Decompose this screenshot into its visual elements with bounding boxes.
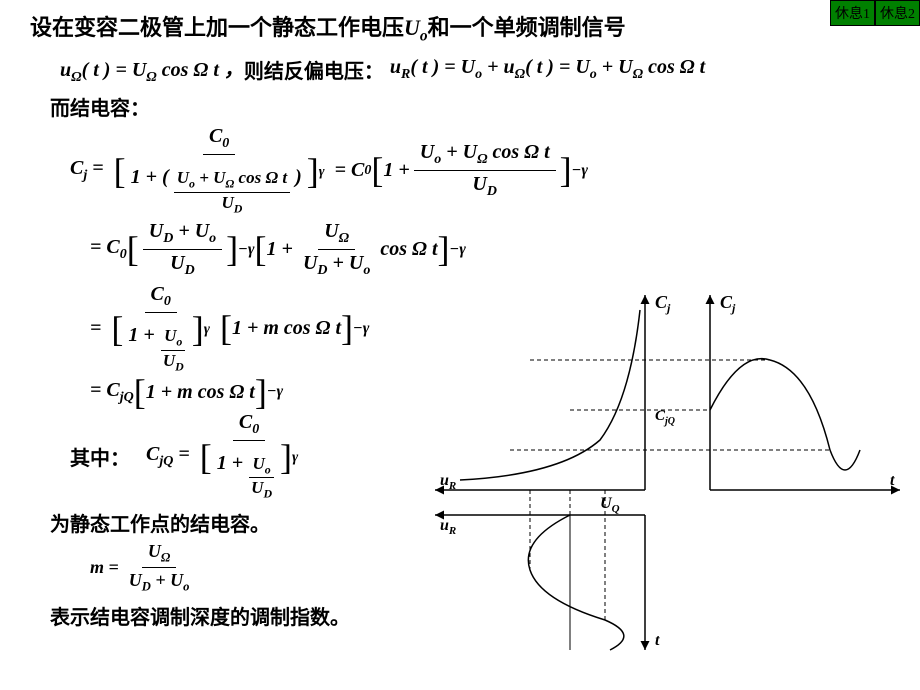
rest2-button[interactable]: 休息2	[875, 0, 920, 26]
text-reverse-bias: 则结反偏电压：	[244, 55, 384, 84]
svg-text:CjQ: CjQ	[655, 408, 675, 427]
cj-ur-diagram: Cj Cj uR t UQ CjQ uR t	[430, 290, 910, 660]
svg-text:uR: uR	[440, 517, 456, 537]
svg-text:UQ: UQ	[600, 495, 620, 515]
svg-text:Cj: Cj	[720, 292, 736, 315]
svg-text:t: t	[655, 632, 660, 649]
intro-text-b: 和一个单频调制信号	[428, 15, 626, 40]
equation-u-omega: uΩ( t ) = UΩ cos Ω t ， 则结反偏电压： uR( t ) =…	[60, 53, 900, 86]
svg-text:uR: uR	[440, 472, 456, 492]
intro-line: 设在变容二极管上加一个静态工作电压Uo和一个单频调制信号	[30, 10, 900, 45]
text-junction-cap: 而结电容：	[50, 92, 900, 121]
equation-cj-main: Cj = C0 [ 1 + ( Uo + UΩ cos Ω t UD ) ]γ …	[70, 125, 900, 216]
rest1-button[interactable]: 休息1	[830, 0, 875, 26]
intro-text-a: 设在变容二极管上加一个静态工作电压	[30, 15, 404, 40]
svg-text:t: t	[890, 472, 895, 489]
equation-cj-step2: = C0 [ UD + Uo UD ]−γ [ 1 + UΩ UD + Uo c…	[90, 220, 900, 279]
var-Uo: Uo	[404, 15, 428, 40]
svg-text:Cj: Cj	[655, 292, 671, 315]
